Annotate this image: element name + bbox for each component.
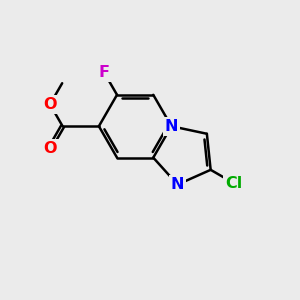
Text: N: N [171,177,184,192]
Text: N: N [165,119,178,134]
Text: Cl: Cl [225,176,242,191]
Text: O: O [43,97,57,112]
Text: F: F [99,65,110,80]
Text: O: O [43,141,57,156]
